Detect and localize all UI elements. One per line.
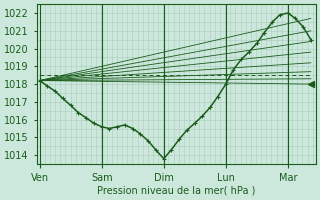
X-axis label: Pression niveau de la mer( hPa ): Pression niveau de la mer( hPa ) (97, 186, 255, 196)
